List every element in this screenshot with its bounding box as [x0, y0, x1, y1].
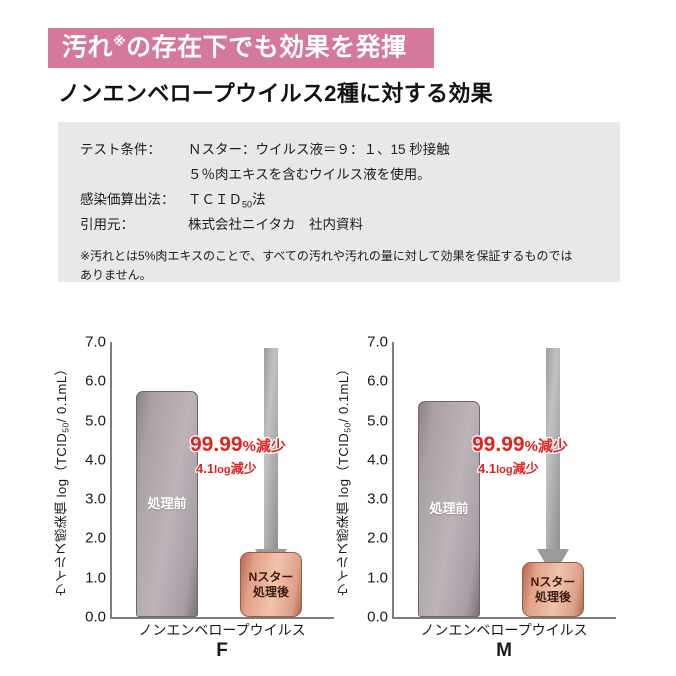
condition-label-test: テスト条件：	[80, 142, 161, 157]
y-tick: 5.0	[367, 412, 388, 430]
y-tick: 3.0	[367, 490, 388, 508]
bar-pre-treatment: 処理前	[418, 400, 480, 617]
bar-pre-treatment: 処理前	[136, 391, 198, 617]
y-tick: 7.0	[85, 333, 106, 351]
chart-m-y-axis-label-pre: ウイルス感染価 log（TCID	[336, 432, 351, 597]
bar-pre-treatment-label: 処理前	[429, 500, 469, 516]
y-tick: 3.0	[85, 490, 106, 508]
y-tick: 2.0	[85, 529, 106, 547]
disclaimer-note: ※汚れとは5%肉エキスのことで、すべての汚れや汚れの量に対して効果を保証するもの…	[80, 249, 573, 282]
chart-m-x-axis-text: ノンエンベロープウイルス	[420, 622, 588, 638]
bar-post-label-line2: 処理後	[252, 584, 289, 599]
chart-f-x-axis-text: ノンエンベロープウイルス	[138, 622, 306, 638]
header-banner: 汚れ※の存在下でも効果を発揮	[48, 28, 434, 68]
chart-virus-f: ウイルス感染価 log（TCID50/ 0.1mL） 7.0 6.0 5.0 4…	[48, 330, 368, 662]
condition-label-method: 感染価算出法：	[80, 191, 175, 207]
chart-f-plot-area: 処理前 Nスター 処理後 99.99%減少 4.1log減少	[110, 342, 334, 619]
chart-m-y-axis-label-post: / 0.1mL）	[336, 361, 351, 423]
bar-post-label-line1: Nスター	[248, 569, 294, 584]
y-tick: 0.0	[367, 608, 388, 626]
banner-title: 汚れ※の存在下でも効果を発揮	[62, 35, 407, 60]
condition-value-method: ＴＣＩＤ50法	[188, 188, 602, 213]
chart-f-y-axis-label-post: / 0.1mL）	[54, 361, 69, 423]
bar-pre-treatment-label: 処理前	[147, 495, 187, 511]
condition-label-source: 引用元：	[80, 217, 134, 233]
reduction-arrow-icon	[537, 348, 569, 577]
bar-post-treatment-label: Nスター 処理後	[523, 575, 583, 605]
reduction-log-tail: 減少	[511, 460, 540, 478]
arrow-shaft	[546, 348, 560, 551]
arrow-shaft	[264, 348, 278, 551]
y-tick: 1.0	[367, 569, 388, 587]
chart-f-y-axis-label-pre: ウイルス感染価 log（TCID	[54, 432, 69, 597]
charts-area: ウイルス感染価 log（TCID50/ 0.1mL） 7.0 6.0 5.0 4…	[0, 330, 676, 662]
condition-value-test: Ｎスター：ウイルス液＝９：１、15 秒接触	[188, 142, 450, 157]
chart-virus-m: ウイルス感染価 log（TCID50/ 0.1mL） 7.0 6.0 5.0 4…	[330, 330, 650, 662]
y-tick: 5.0	[85, 412, 106, 430]
bar-post-label-line1: Nスター	[530, 574, 576, 589]
chart-m-virus-name: M	[496, 640, 512, 662]
y-tick: 6.0	[367, 372, 388, 390]
method-value-post: 法	[252, 191, 266, 207]
banner-title-lead: 汚れ	[62, 33, 114, 62]
bar-post-treatment: Nスター 処理後	[522, 562, 584, 617]
bar-post-treatment-label: Nスター 処理後	[241, 570, 301, 600]
y-tick: 4.0	[85, 451, 106, 469]
chart-f-virus-name: F	[216, 640, 228, 662]
y-tick: 7.0	[367, 333, 388, 351]
y-tick: 6.0	[85, 372, 106, 390]
chart-f-x-axis-label: ノンエンベロープウイルス F	[110, 622, 334, 662]
y-tick: 2.0	[367, 529, 388, 547]
y-tick: 1.0	[85, 569, 106, 587]
chart-m-y-ticks: 7.0 6.0 5.0 4.0 3.0 2.0 1.0 0.0	[352, 334, 390, 626]
chart-m-x-axis-label: ノンエンベロープウイルス M	[392, 622, 616, 662]
asterisk-mark-icon: ※	[113, 34, 127, 50]
reduction-log-value: 4.1	[477, 460, 498, 478]
chart-f-y-ticks: 7.0 6.0 5.0 4.0 3.0 2.0 1.0 0.0	[70, 334, 108, 626]
condition-line-2: ５％肉エキスを含むウイルス液を使用。	[188, 166, 431, 182]
condition-value-source: 株式会社ニイタカ 社内資料	[188, 217, 363, 233]
page-subtitle: ノンエンベロープウイルス2種に対する効果	[58, 81, 493, 106]
test-conditions-box: テスト条件： Ｎスター：ウイルス液＝９：１、15 秒接触 ５％肉エキスを含むウイ…	[58, 122, 620, 282]
reduction-log-unit: log	[213, 463, 232, 478]
method-value-subscript: 50	[242, 199, 253, 210]
method-value-pre: ＴＣＩＤ	[188, 191, 242, 207]
condition-row-test: テスト条件： Ｎスター：ウイルス液＝９：１、15 秒接触	[80, 138, 602, 163]
reduction-log-value: 4.1	[195, 460, 216, 478]
y-tick: 0.0	[85, 608, 106, 626]
reduction-arrow-icon	[255, 348, 287, 577]
reduction-log-tail: 減少	[229, 460, 258, 478]
chart-m-plot-area: 処理前 Nスター 処理後 99.99%減少 4.1log減少	[392, 342, 616, 619]
banner-title-rest: の存在下でも効果を発揮	[126, 33, 407, 62]
bar-post-treatment: Nスター 処理後	[240, 552, 302, 617]
bar-post-label-line2: 処理後	[534, 589, 571, 604]
reduction-log-unit: log	[495, 463, 514, 478]
y-tick: 4.0	[367, 451, 388, 469]
condition-row-source: 引用元： 株式会社ニイタカ 社内資料	[80, 213, 602, 238]
condition-row-method: 感染価算出法： ＴＣＩＤ50法	[80, 188, 602, 213]
